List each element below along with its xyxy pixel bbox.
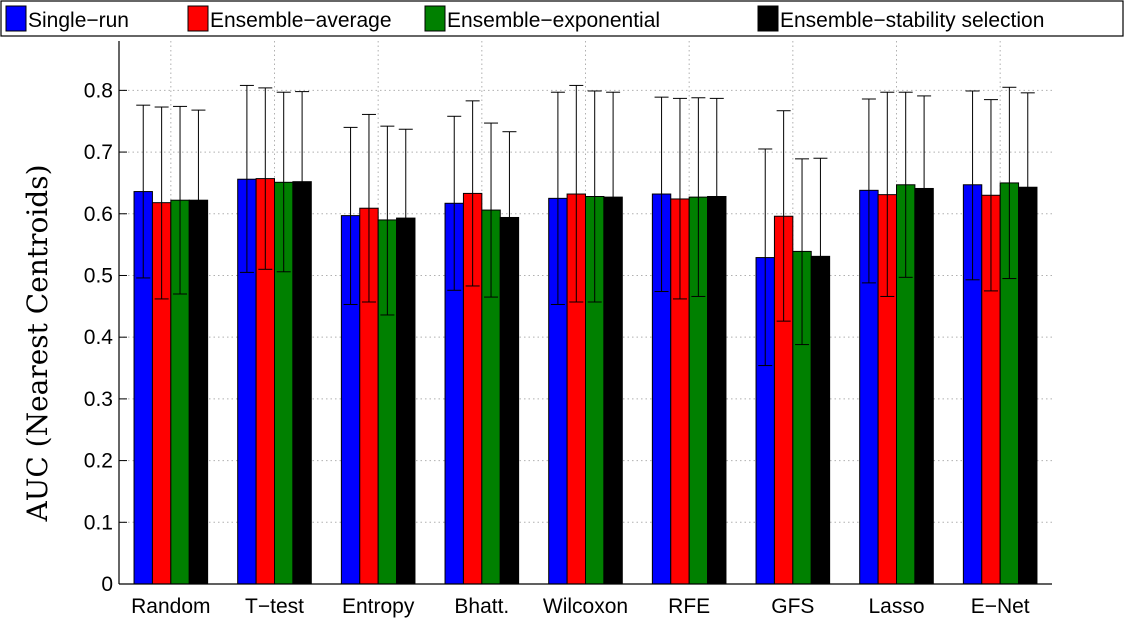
- x-tick-label: Bhatt.: [454, 595, 509, 618]
- x-tick-label: GFS: [771, 595, 814, 618]
- x-tick-label: Wilcoxon: [543, 595, 628, 618]
- x-tick-label: Entropy: [342, 595, 415, 618]
- legend-label: Ensemble−average: [210, 9, 392, 32]
- legend-label: Ensemble−stability selection: [780, 9, 1044, 32]
- y-tick-label: 0.3: [84, 388, 113, 411]
- y-tick-label: 0.7: [84, 141, 113, 164]
- x-tick-label: Random: [131, 595, 210, 618]
- bars: [133, 178, 1038, 585]
- y-axis-label: AUC (Nearest Centroids): [21, 165, 54, 523]
- y-tick-label: 0: [101, 573, 113, 596]
- legend-swatch: [187, 5, 209, 32]
- x-tick-label: T−test: [245, 595, 304, 618]
- y-tick-label: 0.6: [84, 203, 113, 226]
- x-tick-label: Lasso: [868, 595, 924, 618]
- legend-swatch: [757, 5, 779, 32]
- y-tick-label: 0.5: [84, 264, 113, 287]
- legend-swatch: [5, 5, 27, 32]
- x-tick-label: E−Net: [971, 595, 1030, 618]
- y-tick-label: 0.2: [84, 450, 113, 473]
- error-bars: [136, 84, 1035, 367]
- legend-label: Ensemble−exponential: [447, 9, 660, 32]
- legend: Single−run Ensemble−average Ensemble−expon…: [0, 0, 1124, 37]
- legend-swatch: [424, 5, 446, 32]
- y-tick-label: 0.8: [84, 79, 113, 102]
- axes: Random T−test Entropy Bhatt. Wilcoxon RFE GFS L…: [84, 41, 1052, 618]
- y-tick-label: 0.1: [84, 511, 113, 534]
- legend-label: Single−run: [28, 9, 129, 32]
- y-tick-label: 0.4: [84, 326, 114, 349]
- x-tick-label: RFE: [668, 595, 710, 618]
